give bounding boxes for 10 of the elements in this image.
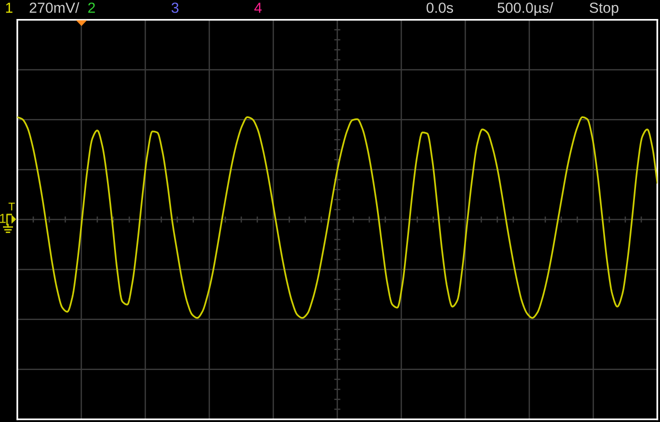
text: 1 [6, 2, 12, 13]
text: T [8, 202, 15, 210]
text: Stop [590, 2, 618, 16]
text: 2 [88, 2, 95, 13]
text: 0.0s [426, 2, 454, 13]
text: 500.0µs/ [498, 2, 554, 16]
text: 270mV/ [30, 2, 80, 13]
legend-label: 1 [0, 214, 6, 223]
text: 4 [254, 2, 262, 13]
text: 3 [172, 2, 178, 13]
